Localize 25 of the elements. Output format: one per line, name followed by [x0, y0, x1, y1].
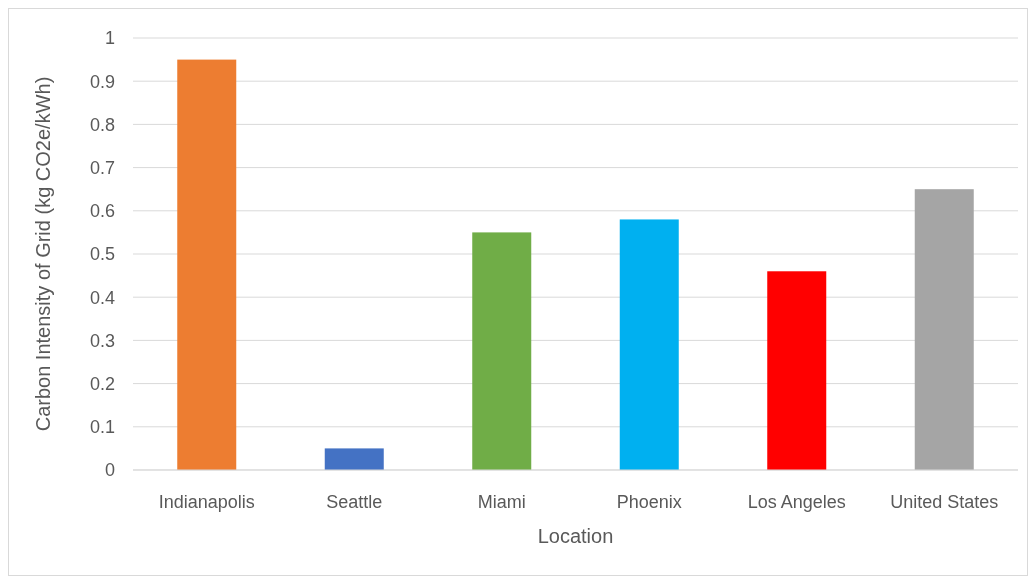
y-axis-title: Carbon Intensity of Grid (kg CO2e/kWh): [32, 76, 54, 432]
bar: [472, 232, 532, 470]
x-tick-label: Los Angeles: [747, 492, 846, 512]
bar: [914, 189, 974, 470]
y-tick-label: 1: [104, 28, 115, 49]
y-tick-label: 0: [104, 460, 115, 481]
x-tick-label: Indianapolis: [158, 492, 255, 512]
bar: [177, 59, 237, 470]
y-tick-label: 0.7: [89, 157, 115, 178]
x-tick-label: Seattle: [326, 492, 383, 512]
y-tick-label: 0.8: [89, 114, 115, 135]
bar: [324, 448, 384, 470]
y-tick-label: 0.3: [89, 330, 115, 351]
y-tick-label: 0.5: [89, 244, 115, 265]
bar: [767, 271, 827, 470]
y-tick-label: 0.6: [89, 201, 115, 222]
y-tick-label: 0.4: [89, 287, 115, 308]
y-tick-label: 0.9: [89, 71, 115, 92]
bar: [619, 219, 679, 470]
x-axis-title: Location: [537, 525, 614, 547]
x-tick-label: United States: [890, 492, 999, 512]
x-tick-label: Phoenix: [616, 492, 682, 512]
x-tick-label: Miami: [477, 492, 526, 512]
y-tick-label: 0.2: [89, 373, 115, 394]
y-tick-label: 0.1: [89, 417, 115, 438]
